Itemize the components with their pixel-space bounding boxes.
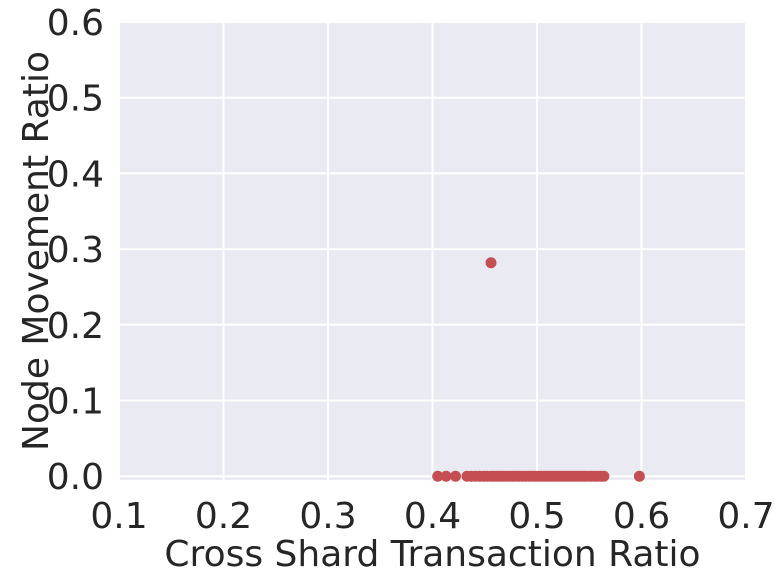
y-tick-label: 0.1: [47, 382, 104, 423]
scatter-point: [633, 470, 645, 482]
y-axis-label: Node Movement Ratio: [16, 51, 57, 451]
y-tick-label: 0.3: [47, 230, 104, 271]
y-tick-label: 0.6: [47, 3, 104, 44]
y-tick-label: 0.0: [47, 457, 104, 498]
y-tick-label: 0.2: [47, 306, 104, 347]
x-tick-label: 0.2: [195, 496, 252, 537]
x-tick-label: 0.3: [299, 496, 356, 537]
grid: [118, 21, 747, 480]
x-tick-label: 0.4: [404, 496, 461, 537]
y-tick-label: 0.4: [47, 154, 104, 195]
x-tick-labels: 0.1 0.2 0.3 0.4 0.5 0.6 0.7: [90, 496, 774, 537]
y-tick-labels: 0.0 0.1 0.2 0.3 0.4 0.5 0.6: [47, 3, 104, 498]
scatter-point: [440, 470, 452, 482]
scatter-point: [432, 470, 444, 482]
y-tick-label: 0.5: [47, 79, 104, 120]
data-points: [432, 257, 645, 482]
scatter-point: [485, 257, 497, 269]
scatter-point: [449, 470, 461, 482]
scatter-point: [598, 470, 610, 482]
x-tick-label: 0.6: [613, 496, 670, 537]
x-tick-label: 0.1: [90, 496, 147, 537]
x-tick-label: 0.7: [717, 496, 774, 537]
x-axis-label: Cross Shard Transaction Ratio: [164, 534, 700, 575]
x-tick-label: 0.5: [508, 496, 565, 537]
